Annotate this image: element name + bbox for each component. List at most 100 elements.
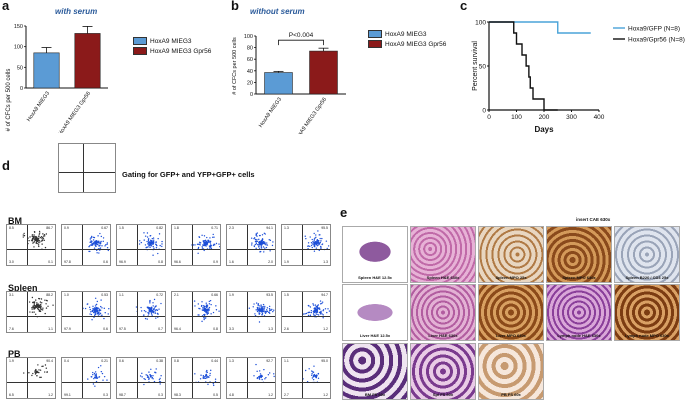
panel-c-legend-label: Hoxa9/GFP (N=8) [628, 26, 680, 33]
flow-dots [23, 364, 48, 379]
panel-a-ytick-label: 50 [17, 65, 23, 71]
flow-dots [253, 363, 275, 384]
quadrant-value: 1.5 [119, 226, 124, 230]
panel-c-xlabel: Days [534, 125, 554, 134]
quadrant-value: 1.2 [323, 393, 328, 397]
quadrant-value: 3.0 [9, 260, 14, 264]
panel-c-xtick-label: 200 [539, 114, 550, 121]
histology-caption: Lymph node H&E 630x [557, 333, 601, 338]
quadrant-value: 2.1 [174, 293, 179, 297]
quadrant-value: 0.71 [211, 226, 218, 230]
quadrant-value: 0.53 [101, 293, 108, 297]
quadrant-value: 1.3 [323, 260, 328, 264]
histology-caption: PB FS 60x [501, 392, 521, 397]
quadrant-value: 94.7 [321, 293, 328, 297]
histology-caption: Liver H&E 12.5x [359, 333, 391, 338]
flow-plot: 1.5 0.82 96.9 0.8 [116, 224, 166, 266]
flow-plot: 2.1 0.66 96.4 0.8 [171, 291, 221, 333]
quadrant-value: 86.7 [46, 226, 53, 230]
panel-c-xtick-label: 0 [487, 114, 491, 121]
row-label-pb: PB [8, 349, 21, 359]
panel-a-ytick-label: 0 [20, 86, 23, 92]
legend-item-hoxa9: HoxA9 MIEG3 [368, 30, 446, 38]
panel-c-chart: Percent survival Days 0 50 100 0 100 200 300 40… [472, 20, 685, 135]
quadrant-value: 0.38 [156, 359, 163, 363]
panel-a-chart: # of CFCs per 500 cells 0 50 100 150 HoxA9 M… [6, 24, 108, 133]
quadrant-value: 0.6 [119, 359, 124, 363]
quadrant-value: 0.5 [213, 393, 218, 397]
panel-b-chart: # of CFCs per 500 cells 0 20 40 60 80 100 HoxA… [232, 32, 346, 134]
row-label-bm: BM [8, 216, 22, 226]
flow-plot: 0.8 0.44 98.3 0.5 [171, 357, 221, 399]
quadrant-value: 96.9 [119, 260, 126, 264]
panel-c-ytick-label: 50 [479, 64, 487, 71]
quadrant-value: 0.3 [103, 393, 108, 397]
gating-text: Gating for GFP+ and YFP+GFP+ cells [122, 170, 255, 179]
flow-dots [88, 232, 109, 254]
panel-a-label: a [2, 0, 10, 13]
histology-image: Spleen H&E 630x [410, 226, 476, 283]
histology-caption: Liver H&E 630x [428, 333, 458, 338]
quadrant-value: 97.5 [119, 327, 126, 331]
quadrant-value: 3.1 [9, 293, 14, 297]
quadrant-value: 98.3 [174, 393, 181, 397]
quadrant-value: 98.7 [119, 393, 126, 397]
flow-dots [304, 230, 330, 252]
survival-series-line [489, 21, 591, 34]
histology-caption: BM FS 60x [364, 392, 386, 397]
quadrant-value: 94.1 [266, 226, 273, 230]
panel-a-ytick-label: 100 [14, 45, 23, 51]
panel-c-legend-label: Hoxa9/Gpr56 (N=8) [628, 37, 685, 44]
quadrant-value: 2.0 [268, 260, 273, 264]
flow-plot: 3.1 88.2 7.6 1.1 [6, 291, 56, 333]
flow-plot: 0.9 0.67 97.8 0.6 [61, 224, 111, 266]
row-label-spleen: Spleen [8, 283, 38, 293]
flow-plot: 1.8 0.71 96.6 0.9 [171, 224, 221, 266]
insert-note: insert CAE 630x [576, 217, 611, 222]
p-value-annotation: P<0.004 [289, 32, 314, 39]
panel-c-xtick-label: 300 [566, 114, 577, 121]
histology-caption: Spl FS 60x [432, 392, 454, 397]
panel-a-ylabel: # of CFCs per 500 cells [6, 69, 12, 132]
legend-item-hoxa9-gpr56: HoxA9 MIEG3 Gpr56 [133, 47, 211, 55]
panel-c-ytick-label: 100 [475, 20, 486, 27]
flow-plot: 1.3 92.7 4.8 1.2 [226, 357, 276, 399]
flow-dots [302, 365, 320, 384]
flow-plot: 0.4 0.21 99.1 0.3 [61, 357, 111, 399]
panel-b-bar [309, 50, 338, 95]
panel-c-ytick-label: 0 [482, 108, 486, 115]
quadrant-value: 1.2 [48, 393, 53, 397]
histology-caption: Spleen MPO 25x [495, 275, 527, 280]
quadrant-value: 0.3 [158, 393, 163, 397]
quadrant-value: 88.2 [46, 293, 53, 297]
histology-caption: Spleen MPO 630x [562, 275, 596, 280]
histology-image: Spleen MPO 25x [478, 226, 544, 283]
flow-plot: 2.3 94.1 1.6 2.0 [226, 224, 276, 266]
quadrant-value: 99.1 [64, 393, 71, 397]
flow-dots [250, 232, 274, 253]
panel-a-bar [33, 52, 60, 89]
flow-plot: 0.6 0.38 98.7 0.3 [116, 357, 166, 399]
quadrant-value: 1.9 [229, 293, 234, 297]
quadrant-value: 1.1 [284, 359, 289, 363]
histology-image: BM FS 60x [342, 343, 408, 400]
panel-b-ytick-label: 40 [247, 69, 253, 75]
quadrant-value: 1.1 [119, 293, 124, 297]
panel-b-bar [264, 72, 293, 95]
quadrant-value: 93.5 [266, 293, 273, 297]
quadrant-value: 2.7 [284, 393, 289, 397]
flow-dots [138, 232, 163, 256]
panel-b-legend: HoxA9 MIEG3 HoxA9 MIEG3 Gpr56 [368, 30, 446, 48]
quadrant-value: 0.9 [213, 260, 218, 264]
flow-dots [303, 300, 330, 319]
quadrant-value: 1.5 [284, 293, 289, 297]
panel-a-category-label: HoxA9 MIEG3 [26, 91, 51, 123]
quadrant-value: 0.7 [158, 327, 163, 331]
quadrant-value: 0.21 [101, 359, 108, 363]
flow-dots [248, 302, 275, 323]
survival-series-line [489, 21, 558, 111]
panel-c-ylabel: Percent survival [472, 41, 479, 91]
flow-plot: 8.5 86.7 3.0 0.1 [6, 224, 56, 266]
quadrant-value: 1.3 [229, 359, 234, 363]
gating-plot [58, 143, 116, 193]
